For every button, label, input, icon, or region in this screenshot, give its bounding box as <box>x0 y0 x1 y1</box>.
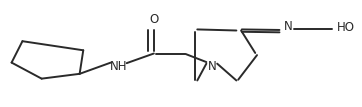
Text: NH: NH <box>110 60 127 73</box>
Text: O: O <box>149 13 159 26</box>
Text: HO: HO <box>337 21 355 34</box>
Text: N: N <box>283 20 292 33</box>
Text: N: N <box>207 60 216 73</box>
